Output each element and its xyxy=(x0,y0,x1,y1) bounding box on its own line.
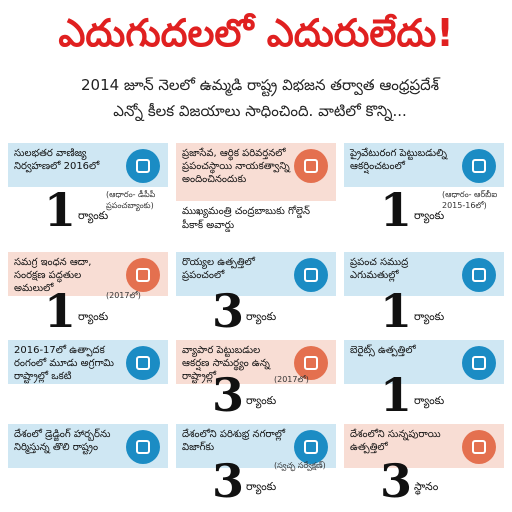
achievement-card: సులభతర వాణిజ్య నిర్వహణలో 2016లో 1 ర్యాంకు(… xyxy=(8,143,168,245)
card-header: ప్రజాసేవ, ఆర్థిక పరివర్తనలో ప్రపంచస్థాయి… xyxy=(176,143,336,201)
card-header: వ్యాపార పెట్టుబడుల ఆకర్షణ సామర్థ్యం ఉన్న… xyxy=(176,340,336,384)
card-header: 2016-17లో ఉత్పాదక రంగంలో మూడు అగ్రగామి ర… xyxy=(8,340,168,384)
title: ఎదుగుదలలో ఎదురులేదు! xyxy=(58,11,454,55)
rank-number: 1 xyxy=(380,284,413,334)
card-note: (ఆధారం- ఆర్‌బీఐ 2015-16లో) xyxy=(442,190,498,210)
rank-number: 3 xyxy=(212,454,245,504)
card-icon xyxy=(126,149,160,183)
rank-label: ర్యాంకు xyxy=(414,310,445,323)
achievement-card: రొయ్యల ఉత్పత్తిలో ప్రపంచంలో 3 ర్యాంకు xyxy=(176,252,336,334)
rank-number: 3 xyxy=(380,454,413,504)
card-note: (2017లో) xyxy=(106,291,141,300)
card-header: ప్రైవేటురంగ పెట్టుబడుల్ని ఆకర్షించటంలో xyxy=(344,143,504,187)
subtitle: 2014 జూన్ నెలలో ఉమ్మడి రాష్ట్ర విభజన తర్… xyxy=(20,72,500,124)
rank-label: ర్యాంకు xyxy=(78,310,109,323)
achievement-card: దేశంలో డ్రెడ్జింగ్ హార్బర్‌ను నిర్మిస్తు… xyxy=(8,424,168,504)
achievement-card: ప్రైవేటురంగ పెట్టుబడుల్ని ఆకర్షించటంలో 1 ర… xyxy=(344,143,504,245)
card-icon xyxy=(462,346,496,380)
card-icon xyxy=(126,430,160,464)
rank-label: ర్యాంకు xyxy=(246,394,277,407)
rank-label: ర్యాంకు xyxy=(246,480,277,493)
card-text: దేశంలోని పరిశుభ్ర నగరాల్లో విజాగ్‌కు xyxy=(182,429,286,453)
card-header: దేశంలోని పరిశుభ్ర నగరాల్లో విజాగ్‌కు xyxy=(176,424,336,468)
card-header: సులభతర వాణిజ్య నిర్వహణలో 2016లో xyxy=(8,143,168,187)
card-icon xyxy=(126,346,160,380)
card-icon xyxy=(462,258,496,292)
rank-number: 1 xyxy=(380,183,413,237)
card-icon xyxy=(294,346,328,380)
card-header: బెరైట్స్ ఉత్పత్తిలో xyxy=(344,340,504,384)
achievement-card: దేశంలోని పరిశుభ్ర నగరాల్లో విజాగ్‌కు 3 ర్య… xyxy=(176,424,336,504)
card-header: దేశంలోని సున్నపురాయి ఉత్పత్తిలో xyxy=(344,424,504,468)
rank-label: ర్యాంకు xyxy=(414,394,445,407)
achievement-card: ప్రజాసేవ, ఆర్థిక పరివర్తనలో ప్రపంచస్థాయి… xyxy=(176,143,336,245)
card-text: ప్రపంచ సముద్ర ఎగుమతుల్లో xyxy=(350,257,409,281)
rank-number: 1 xyxy=(44,284,77,334)
rank-label: ర్యాంకు xyxy=(246,310,277,323)
card-text: వ్యాపార పెట్టుబడుల ఆకర్షణ సామర్థ్యం ఉన్న… xyxy=(182,345,270,382)
achievement-card: బెరైట్స్ ఉత్పత్తిలో 1 ర్యాంకు xyxy=(344,340,504,418)
achievement-card: వ్యాపార పెట్టుబడుల ఆకర్షణ సామర్థ్యం ఉన్న… xyxy=(176,340,336,418)
card-subtext: ముఖ్యమంత్రి చంద్రబాబుకు గోల్డెన్ పీకాక్ … xyxy=(182,206,311,231)
card-icon xyxy=(294,430,328,464)
card-note: (ఆధారం- డీపీపీ ప్రపంచబ్యాంకు) xyxy=(106,190,156,210)
rank-number: 1 xyxy=(44,183,77,237)
card-header: ప్రపంచ సముద్ర ఎగుమతుల్లో xyxy=(344,252,504,296)
card-header: రొయ్యల ఉత్పత్తిలో ప్రపంచంలో xyxy=(176,252,336,296)
card-icon xyxy=(294,149,328,183)
card-text: రొయ్యల ఉత్పత్తిలో ప్రపంచంలో xyxy=(182,257,255,281)
achievement-card: దేశంలోని సున్నపురాయి ఉత్పత్తిలో 3 స్థానం xyxy=(344,424,504,504)
card-icon xyxy=(462,149,496,183)
card-icon xyxy=(462,430,496,464)
card-text: దేశంలోని సున్నపురాయి ఉత్పత్తిలో xyxy=(350,429,441,453)
rank-number: 1 xyxy=(380,368,413,418)
card-text: 2016-17లో ఉత్పాదక రంగంలో మూడు అగ్రగామి ర… xyxy=(14,345,114,382)
rank-label: ర్యాంకు xyxy=(414,209,445,222)
card-icon xyxy=(294,258,328,292)
achievement-card: 2016-17లో ఉత్పాదక రంగంలో మూడు అగ్రగామి ర… xyxy=(8,340,168,418)
card-text: సమగ్ర ఇంధన ఆదా, సంరక్షణ పద్ధతుల అమలులో xyxy=(14,257,92,294)
card-header: సమగ్ర ఇంధన ఆదా, సంరక్షణ పద్ధతుల అమలులో xyxy=(8,252,168,296)
card-text: ప్రైవేటురంగ పెట్టుబడుల్ని ఆకర్షించటంలో xyxy=(350,148,447,172)
rank-label: ర్యాంకు xyxy=(78,209,109,222)
card-icon xyxy=(126,258,160,292)
card-text: ప్రజాసేవ, ఆర్థిక పరివర్తనలో ప్రపంచస్థాయి… xyxy=(182,148,290,185)
card-note: (స్వచ్ఛ సర్వేక్షణ్) xyxy=(274,461,326,470)
rank-label: స్థానం xyxy=(414,480,439,493)
subtitle-line: 2014 జూన్ నెలలో ఉమ్మడి రాష్ట్ర విభజన తర్… xyxy=(80,76,440,94)
card-header: దేశంలో డ్రెడ్జింగ్ హార్బర్‌ను నిర్మిస్తు… xyxy=(8,424,168,468)
rank-number: 3 xyxy=(212,284,245,334)
card-note: (2017లో) xyxy=(274,375,309,384)
rank-number: 3 xyxy=(212,368,245,418)
card-text: బెరైట్స్ ఉత్పత్తిలో xyxy=(350,345,416,356)
subtitle-line: ఎన్నో కీలక విజయాలు సాధించింది. వాటిలో కొ… xyxy=(113,102,407,120)
achievement-card: సమగ్ర ఇంధన ఆదా, సంరక్షణ పద్ధతుల అమలులో 1 ర… xyxy=(8,252,168,334)
card-text: సులభతర వాణిజ్య నిర్వహణలో 2016లో xyxy=(14,148,100,172)
achievement-card: ప్రపంచ సముద్ర ఎగుమతుల్లో 1 ర్యాంకు xyxy=(344,252,504,334)
card-text: దేశంలో డ్రెడ్జింగ్ హార్బర్‌ను నిర్మిస్తు… xyxy=(14,429,111,453)
